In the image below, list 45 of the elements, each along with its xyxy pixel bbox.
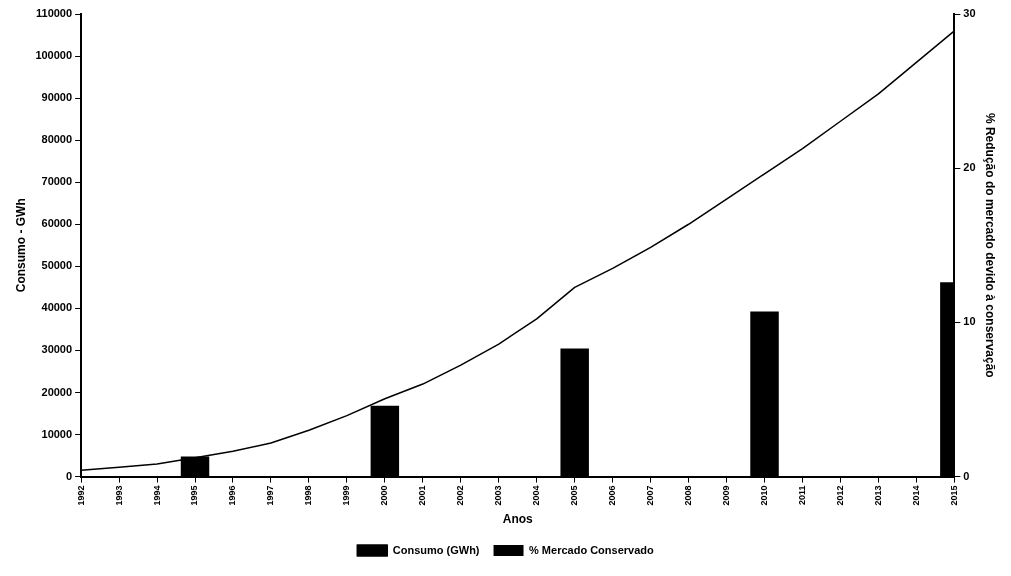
legend-label: % Mercado Conservado [529,543,655,556]
x-tick-label: 2005 [569,485,580,506]
x-tick-label: 2010 [759,485,770,506]
y-tick-label: 10000 [41,427,73,440]
x-tick-label: 2011 [796,485,807,506]
x-tick-label: 1998 [303,485,314,506]
x-tick-label: 2001 [417,485,428,506]
x-tick-label: 1999 [341,485,352,506]
y-tick-label: 0 [65,469,73,482]
x-tick-label: 1992 [75,485,86,506]
y-tick-label: 20000 [41,385,73,398]
x-tick-label: 2000 [379,485,390,506]
x-tick-label: 2015 [948,485,959,506]
x-tick-label: 2009 [721,485,732,506]
y-axis-title: Consumo - GWh [13,198,28,293]
x-tick-label: 2014 [910,485,921,506]
x-tick-label: 2012 [834,485,845,506]
x-tick-label: 2013 [872,485,883,506]
y-tick-label: 100000 [35,49,73,62]
y-tick-label: 70000 [41,175,73,188]
x-axis-title: Anos [502,512,534,527]
y2-tick-label: 20 [963,161,976,174]
x-tick-label: 1995 [189,485,200,506]
y2-tick-label: 10 [963,315,976,328]
y2-tick-label: 0 [963,469,970,482]
x-tick-label: 1994 [151,485,162,506]
y-tick-label: 90000 [41,91,73,104]
x-tick-label: 2006 [607,485,618,506]
y-tick-label: 30000 [41,343,73,356]
y-tick-label: 50000 [41,259,73,272]
y-tick-label: 110000 [36,7,73,20]
x-tick-label: 2004 [531,485,542,506]
x-tick-label: 1996 [227,485,238,506]
x-tick-label: 2007 [645,485,656,506]
y-tick-label: 40000 [41,301,73,314]
x-tick-label: 1993 [113,485,124,506]
x-tick-label: 2008 [683,485,694,506]
y2-axis-title: % Redução do mercado devido à conservação [983,112,998,378]
y2-tick-label: 30 [963,7,976,20]
y-tick-label: 80000 [41,133,73,146]
x-tick-label: 2003 [493,485,504,506]
x-tick-label: 2002 [455,485,466,506]
legend-label: Consumo (GWh) [392,543,480,556]
y-tick-label: 60000 [41,217,73,230]
x-tick-label: 1997 [265,485,276,506]
